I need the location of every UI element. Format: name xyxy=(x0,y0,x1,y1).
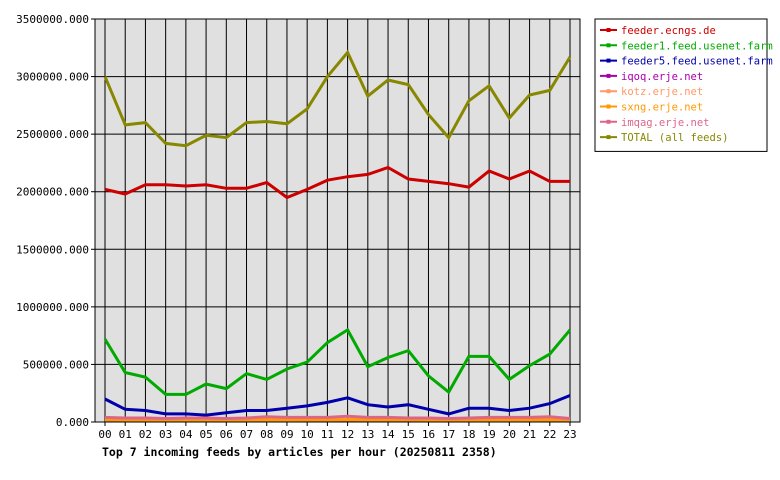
y-tick-label: 3000000.000 xyxy=(16,71,89,84)
y-tick-label: 1000000.000 xyxy=(16,301,89,314)
x-tick-label: 05 xyxy=(199,428,212,441)
x-tick-label: 09 xyxy=(280,428,293,441)
x-tick-label: 01 xyxy=(119,428,132,441)
grid-lines xyxy=(95,18,580,423)
legend-label-1: feeder1.feed.usenet.farm xyxy=(621,40,773,52)
y-axis-ticks: 0.000 500000.000 1000000.000 1500000.000 200… xyxy=(16,13,95,429)
x-tick-label: 04 xyxy=(179,428,193,441)
legend-marker-3 xyxy=(606,73,611,78)
x-tick-label: 14 xyxy=(381,428,395,441)
series-line-1 xyxy=(103,327,572,396)
plot-border xyxy=(94,18,581,423)
series-line-0 xyxy=(104,165,570,200)
series-lines xyxy=(103,49,572,423)
legend-label-5: sxng.erje.net xyxy=(621,102,703,114)
legend-marker-4 xyxy=(606,89,611,94)
y-tick-label: 2500000.000 xyxy=(16,128,89,141)
chart-title: Top 7 incoming feeds by articles per hou… xyxy=(102,445,497,459)
x-tick-label: 15 xyxy=(402,428,415,441)
series-line-2 xyxy=(104,394,571,417)
x-tick-label: 12 xyxy=(341,428,354,441)
y-tick-label: 0.000 xyxy=(56,416,89,429)
plot-background xyxy=(95,19,580,422)
legend-label-0: feeder.ecngs.de xyxy=(621,25,716,37)
x-tick-label: 19 xyxy=(483,428,496,441)
x-tick-label: 07 xyxy=(240,428,253,441)
x-tick-label: 06 xyxy=(220,428,233,441)
legend-marker-5 xyxy=(606,104,611,109)
legend-marker-0 xyxy=(606,28,611,32)
x-tick-label: 23 xyxy=(563,428,576,441)
x-tick-label: 22 xyxy=(543,428,556,441)
plot-frame xyxy=(94,18,581,423)
legend: feeder.ecngs.de feeder1.feed.usenet.farm f… xyxy=(594,18,773,152)
x-tick-label: 17 xyxy=(442,428,455,441)
legend-marker-7 xyxy=(606,135,611,140)
x-axis-ticks: 00 01 02 03 04 05 06 07 08 09 10 11 12 13 14 15 16 17 18 19… xyxy=(98,422,577,441)
legend-label-3: iqoq.erje.net xyxy=(621,71,703,83)
legend-marker-2 xyxy=(606,58,611,63)
x-tick-label: 13 xyxy=(361,428,374,441)
x-tick-label: 18 xyxy=(462,428,475,441)
legend-label-6: imqag.erje.net xyxy=(621,117,710,129)
y-tick-label: 3500000.000 xyxy=(16,13,89,26)
x-tick-label: 03 xyxy=(159,428,172,441)
series-line-6 xyxy=(104,414,571,421)
series-line-7 xyxy=(103,49,572,148)
x-tick-label: 02 xyxy=(139,428,152,441)
x-tick-label: 00 xyxy=(98,428,111,441)
x-tick-label: 16 xyxy=(422,428,435,441)
y-tick-label: 500000.000 xyxy=(23,358,89,371)
legend-label-2: feeder5.feed.usenet.farm xyxy=(621,56,773,68)
x-tick-label: 08 xyxy=(260,428,273,441)
legend-marker-6 xyxy=(606,119,611,124)
x-tick-label: 11 xyxy=(321,428,334,441)
x-tick-label: 21 xyxy=(523,428,536,441)
x-tick-label: 10 xyxy=(301,428,314,441)
legend-marker-1 xyxy=(606,43,611,48)
plot-area xyxy=(95,19,580,422)
legend-box xyxy=(594,18,768,152)
y-tick-label: 1500000.000 xyxy=(16,243,89,256)
y-tick-label: 2000000.000 xyxy=(16,186,89,199)
legend-label-7: TOTAL (all feeds) xyxy=(621,132,728,144)
x-tick-label: 20 xyxy=(503,428,516,441)
legend-label-4: kotz.erje.net xyxy=(621,86,703,98)
